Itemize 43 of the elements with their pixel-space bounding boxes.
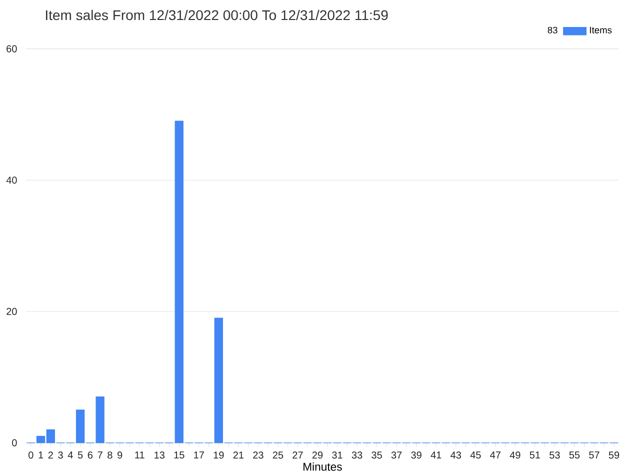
x-tick-label: 49 [510,451,520,459]
x-tick-label: 57 [589,451,600,458]
x-tick-label: 29 [312,451,323,459]
x-tick-label: 9 [118,451,122,459]
x-tick-label: 8 [108,451,112,459]
x-tick-label: 21 [233,451,244,458]
x-tick-label: 19 [214,451,224,459]
x-tick-label: 27 [292,451,303,458]
x-tick-label: 41 [430,451,442,458]
y-tick-label: 60 [6,45,17,52]
x-tick-label: 45 [470,451,481,458]
x-axis-title: Minutes [304,462,342,471]
x-tick-label: 51 [530,451,540,458]
x-tick-label: 35 [372,451,382,459]
x-tick-label: 39 [411,451,422,459]
y-tick-label: 0 [12,439,17,446]
x-tick-label: 23 [253,451,264,459]
x-tick-label: 2 [48,451,53,458]
x-tick-label: 25 [272,451,284,459]
x-tick-label: 1 [38,451,44,458]
legend-label: Items [590,26,612,34]
chart-title: Item sales From 12/31/2022 00:00 To 12/31/2022 11:59 [46,10,388,20]
x-tick-label: 4 [68,451,73,458]
x-tick-label: 11 [135,451,144,458]
x-tick-label: 55 [569,451,580,458]
x-tick-label: 33 [352,451,362,459]
x-tick-label: 5 [78,451,83,458]
x-tick-label: 31 [332,451,342,459]
x-tick-label: 43 [450,451,461,459]
x-tick-label: 0 [28,451,34,459]
x-tick-label: 15 [174,451,184,458]
legend-title: 83 [548,26,558,34]
x-tick-label: 37 [391,451,402,459]
x-tick-label: 53 [550,451,560,459]
x-tick-label: 47 [490,451,500,458]
x-tick-label: 3 [58,451,63,459]
x-tick-label: 13 [154,451,164,459]
x-tick-label: 59 [608,451,620,459]
y-tick-label: 20 [6,308,17,315]
x-tick-label: 17 [194,451,204,458]
x-tick-label: 7 [98,451,102,458]
x-tick-label: 6 [88,451,93,459]
y-tick-label: 40 [6,176,17,184]
